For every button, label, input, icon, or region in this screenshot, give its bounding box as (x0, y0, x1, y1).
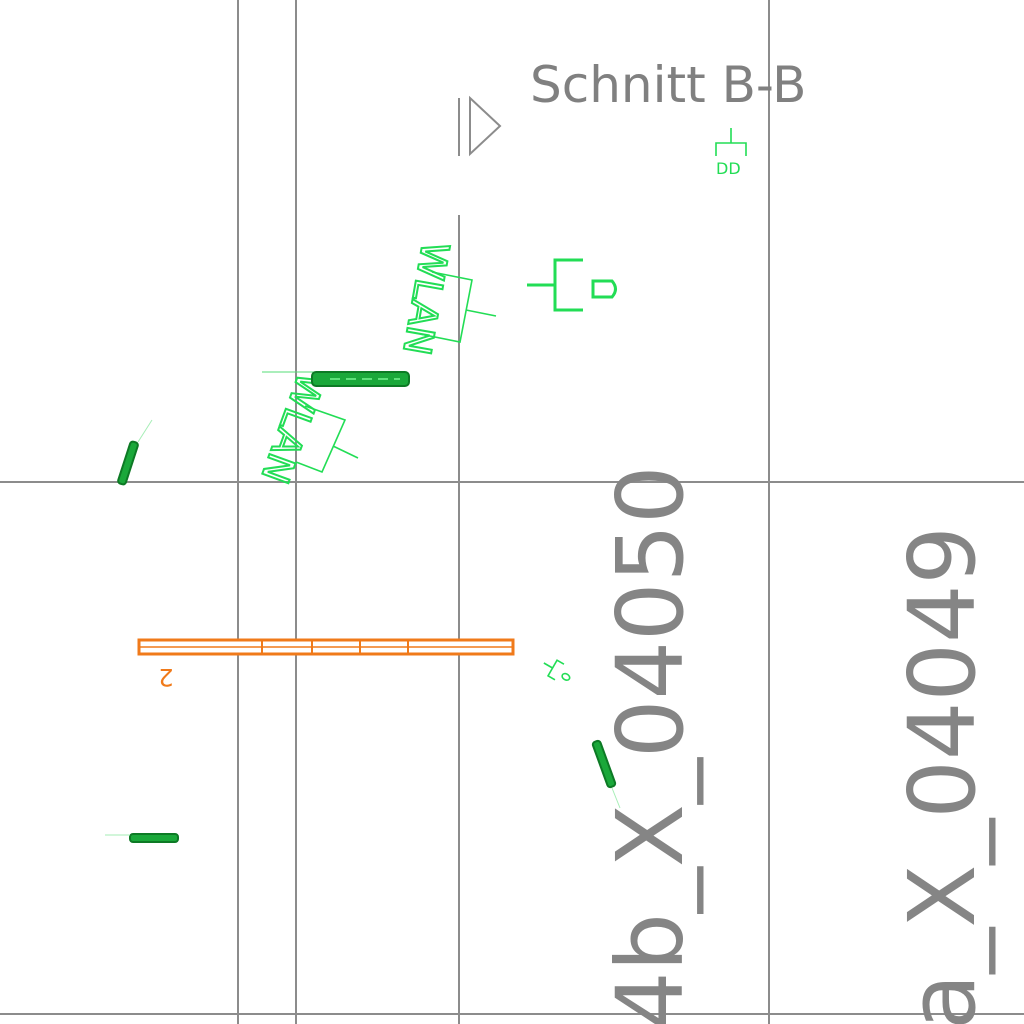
light-fixture-3 (105, 833, 179, 843)
light-fixture-1 (311, 371, 410, 387)
orange-marker-label: 2 (158, 663, 173, 691)
section-title: Schnitt B-B (530, 56, 806, 114)
dd-label: DD (716, 159, 741, 178)
room-label-2: a_X_04049 (889, 526, 996, 1024)
outlet-symbol-icon (527, 258, 617, 312)
wlan-access-point-icon-2 (262, 371, 359, 474)
dd-socket-icon (715, 128, 747, 156)
orange-rail (137, 638, 515, 656)
light-fixture-2 (117, 419, 153, 486)
wlan-access-point-icon-1 (419, 271, 497, 343)
small-outlet-icon (543, 659, 571, 681)
section-marker-icon (458, 95, 502, 157)
light-fixture-4 (591, 739, 621, 809)
room-label-1: 4b_X_04050 (597, 465, 704, 1024)
